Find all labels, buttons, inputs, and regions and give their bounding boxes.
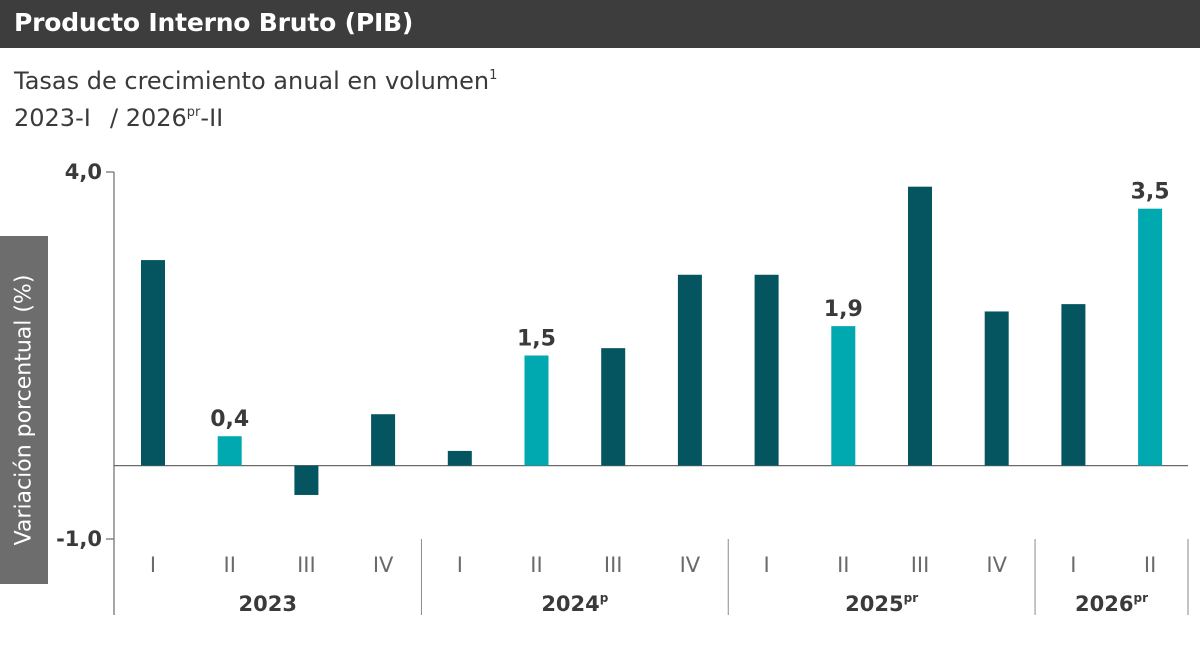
- bar: [217, 436, 242, 466]
- subtitle-line-1: Tasas de crecimiento anual en volumen1: [14, 60, 497, 97]
- bar: [524, 355, 549, 466]
- page-title: Producto Interno Bruto (PIB): [14, 8, 414, 37]
- bar: [984, 311, 1009, 466]
- bar: [601, 348, 626, 466]
- y-axis-label-box: Variación porcentual (%): [0, 236, 48, 584]
- x-tick-label: II: [530, 553, 542, 577]
- bar: [294, 465, 319, 495]
- subtitle-text: Tasas de crecimiento anual en volumen: [14, 67, 490, 95]
- x-tick-label: IV: [986, 553, 1007, 577]
- subtitle-footnote-mark: 1: [489, 68, 498, 83]
- year-label: 2024p: [541, 591, 608, 616]
- period-end-prefix: / 2026: [110, 104, 187, 132]
- x-tick-label: II: [1144, 553, 1156, 577]
- period-start: 2023-I: [14, 104, 91, 132]
- x-tick-label: I: [763, 553, 769, 577]
- data-label: 1,9: [824, 297, 863, 322]
- y-tick-label: -1,0: [56, 527, 102, 551]
- x-tick-label: I: [150, 553, 156, 577]
- bar: [1061, 304, 1086, 466]
- bar: [908, 186, 932, 466]
- x-tick-label: III: [297, 553, 316, 577]
- bar: [447, 450, 472, 466]
- period-end-suffix: -II: [200, 104, 224, 132]
- x-tick-label: IV: [680, 553, 701, 577]
- bar: [831, 326, 856, 466]
- data-label: 0,4: [210, 407, 249, 432]
- year-label: 2026pr: [1075, 591, 1148, 616]
- data-label: 1,5: [517, 327, 556, 352]
- bar: [754, 274, 779, 466]
- year-label: 2023: [238, 592, 296, 616]
- x-tick-label: III: [911, 553, 930, 577]
- subtitle-period: 2023-I / 2026pr-II: [14, 97, 497, 134]
- chart-subtitle: Tasas de crecimiento anual en volumen1 2…: [14, 60, 497, 134]
- bar: [1138, 208, 1163, 466]
- x-tick-label: IV: [373, 553, 394, 577]
- data-label: 3,5: [1131, 180, 1170, 205]
- period-end-sup: pr: [186, 105, 201, 120]
- y-tick-label: 4,0: [65, 160, 102, 184]
- header-bar: Producto Interno Bruto (PIB): [0, 0, 1200, 48]
- x-tick-label: I: [1070, 553, 1076, 577]
- x-tick-label: III: [604, 553, 623, 577]
- x-tick-label: I: [457, 553, 463, 577]
- bar: [677, 274, 702, 466]
- year-label: 2025pr: [845, 591, 918, 616]
- x-tick-label: II: [837, 553, 849, 577]
- bar: [141, 260, 165, 466]
- bar: [371, 414, 396, 466]
- x-tick-label: II: [224, 553, 236, 577]
